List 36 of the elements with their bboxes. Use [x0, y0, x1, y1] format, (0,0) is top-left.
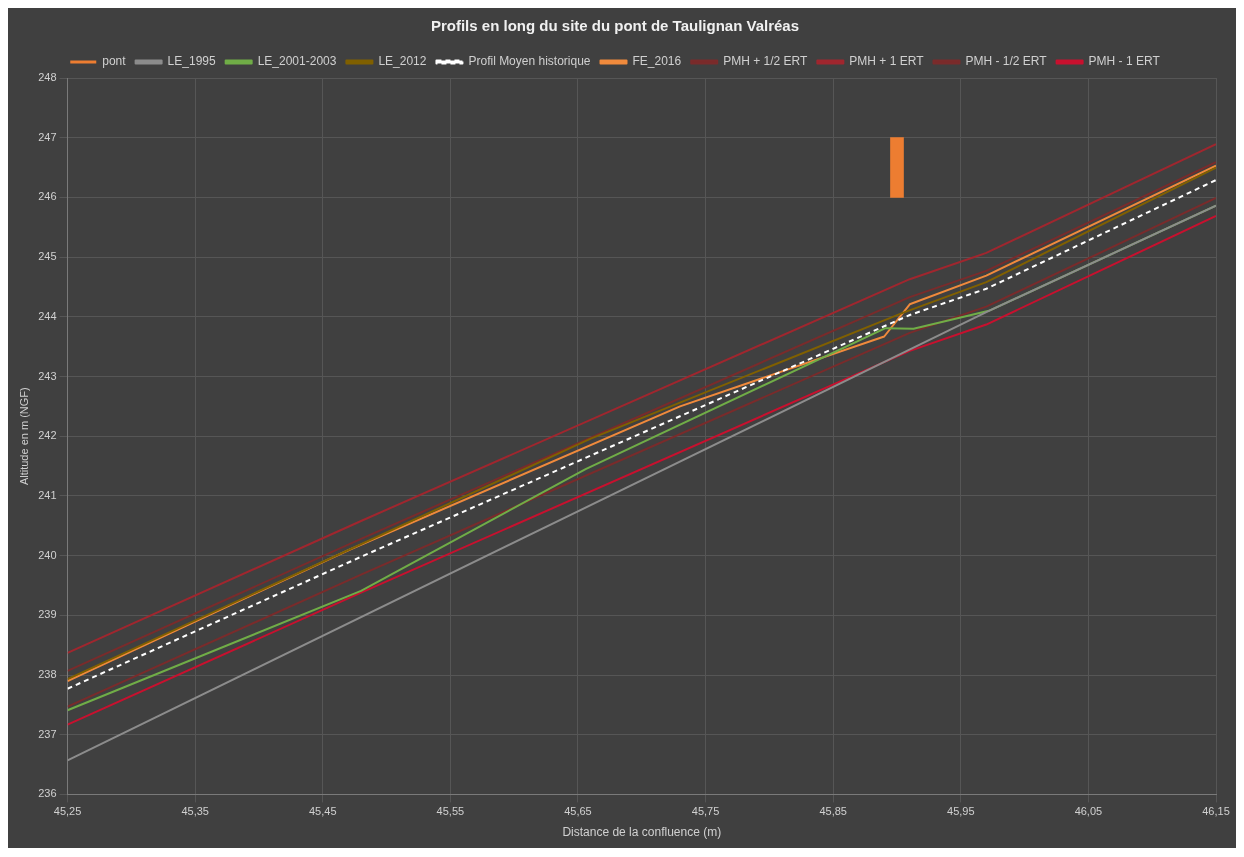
x-axis-title: Distance de la confluence (m) — [562, 825, 722, 840]
x-tick-label: 45,25 — [53, 805, 82, 818]
x-tick-label: 46,05 — [1074, 805, 1103, 818]
y-axis-title: Altitude en m (NGF) — [17, 387, 30, 486]
x-tick-label: 45,85 — [819, 805, 847, 818]
y-tick-label: 238 — [38, 668, 57, 681]
chart-title: Profils en long du site du pont de Taulignan Valréas — [430, 17, 800, 35]
y-tick-label: 243 — [38, 369, 57, 382]
y-tick-label: 244 — [38, 309, 57, 322]
legend-label: LE_2012 — [378, 54, 427, 69]
legend-label: PMH + 1 ERT — [849, 54, 925, 69]
y-tick-label: 236 — [38, 787, 57, 800]
y-tick-label: 247 — [38, 130, 57, 143]
x-tick-label: 46,15 — [1202, 805, 1230, 818]
y-tick-label: 239 — [38, 608, 57, 621]
legend-label: FE_2016 — [632, 54, 682, 69]
y-tick-label: 237 — [38, 727, 57, 740]
x-tick-label: 45,95 — [947, 805, 975, 818]
legend-label: Profil Moyen historique — [468, 54, 591, 69]
y-tick-label: 246 — [38, 190, 57, 203]
y-tick-label: 242 — [38, 429, 57, 442]
x-tick-label: 45,45 — [309, 805, 337, 818]
x-tick-label: 45,65 — [564, 805, 592, 818]
x-tick-label: 45,35 — [181, 805, 209, 818]
y-tick-label: 241 — [38, 488, 57, 501]
y-tick-label: 245 — [38, 250, 57, 263]
legend-label: PMH - 1/2 ERT — [965, 54, 1048, 69]
legend-label: LE_1995 — [167, 54, 216, 69]
y-tick-label: 248 — [38, 71, 57, 84]
legend-label: PMH - 1 ERT — [1088, 54, 1161, 69]
legend-label: LE_2001-2003 — [257, 54, 337, 69]
legend-label: pont — [102, 54, 127, 69]
y-tick-label: 240 — [38, 548, 57, 561]
x-tick-label: 45,75 — [691, 805, 720, 818]
x-tick-label: 45,55 — [436, 805, 465, 818]
legend-label: PMH + 1/2 ERT — [723, 54, 809, 69]
